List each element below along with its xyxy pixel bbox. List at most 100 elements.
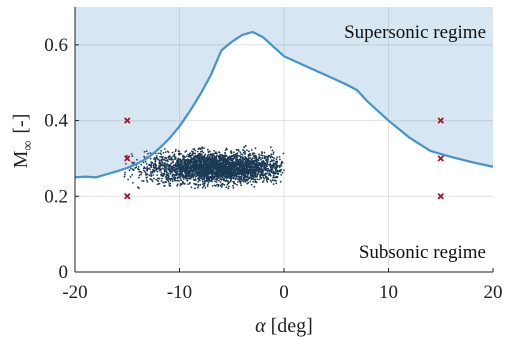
sample-point [260,172,263,175]
sample-point [155,169,158,172]
sample-point [149,157,152,160]
sample-point [204,180,207,182]
sample-point [160,153,163,156]
sample-point [158,182,161,185]
sample-point [244,164,247,167]
sample-point [278,165,281,167]
sample-point [271,164,274,167]
sample-point [197,153,200,156]
sample-point [250,149,253,151]
sample-point [190,186,193,189]
sample-point [191,173,193,176]
sample-point [198,158,200,161]
sample-point [227,187,230,190]
sample-point [239,172,242,175]
sample-point [195,160,198,162]
sample-point [164,181,167,183]
sample-point [249,152,251,155]
sample-point [253,173,256,176]
sample-point [252,154,255,157]
sample-point [131,174,134,176]
sample-point [158,159,161,162]
sample-point [260,166,263,169]
sample-point [275,169,278,172]
sample-point [183,155,186,158]
sample-point [264,166,267,169]
sample-point [219,181,222,183]
sample-point [199,153,201,156]
sample-point [215,160,218,163]
sample-point [236,154,239,157]
sample-point [234,169,237,172]
sample-point [229,158,231,160]
sample-point [160,150,163,152]
sample-point [216,172,219,175]
sample-point [218,156,220,158]
sample-point [212,152,214,155]
sample-point [197,186,199,189]
sample-point [204,173,207,175]
sample-point [245,175,248,178]
sample-point [202,151,205,154]
sample-point [170,159,173,161]
sample-point [248,168,251,171]
sample-point [242,165,245,168]
sample-point [242,173,245,176]
sample-point [194,149,197,152]
sample-point [217,165,220,167]
sample-point [211,154,214,157]
sample-point [148,174,151,177]
sample-point [186,164,188,167]
sample-point [200,148,202,151]
sample-point [283,169,285,172]
sample-point [217,167,220,170]
sample-point [265,179,268,182]
sample-point [215,156,218,159]
sample-point [187,172,190,175]
sample-point [172,173,175,176]
sample-point [211,158,213,160]
sample-point [222,174,224,177]
sample-point [228,161,230,164]
sample-point [219,166,222,169]
sample-point [266,162,269,164]
sample-point [179,168,182,171]
sample-point [152,168,155,171]
sample-point [163,170,166,173]
sample-point [139,170,142,173]
sample-point [244,152,247,155]
sample-point [188,174,191,177]
sample-point [263,151,266,154]
sample-point [239,151,242,154]
sample-point [151,180,154,183]
y-tick-label: 0.4 [44,111,68,132]
sample-point [150,178,153,181]
sample-point [262,180,265,182]
sample-point [186,180,189,182]
annotation-subsonic: Subsonic regime [359,242,486,263]
sample-point [199,166,202,169]
sample-point [266,176,268,179]
sample-point [166,163,169,166]
marker-points [124,117,444,200]
sample-point [187,175,189,178]
sample-point [254,164,256,167]
sample-point [237,173,240,176]
sample-point [215,175,217,178]
sample-point [216,169,219,172]
sample-point [252,174,255,177]
sample-point [163,159,166,161]
sample-point [138,176,140,179]
sample-point [185,171,188,174]
sample-point [273,179,275,182]
sample-point [204,168,207,171]
sample-point [154,166,157,168]
sample-point [233,170,235,173]
sample-point [176,183,179,186]
sample-point [216,183,219,186]
sample-point [176,179,179,182]
sample-point [150,161,153,164]
sample-point [179,177,182,180]
sample-point [258,157,261,160]
sample-point [236,169,238,172]
